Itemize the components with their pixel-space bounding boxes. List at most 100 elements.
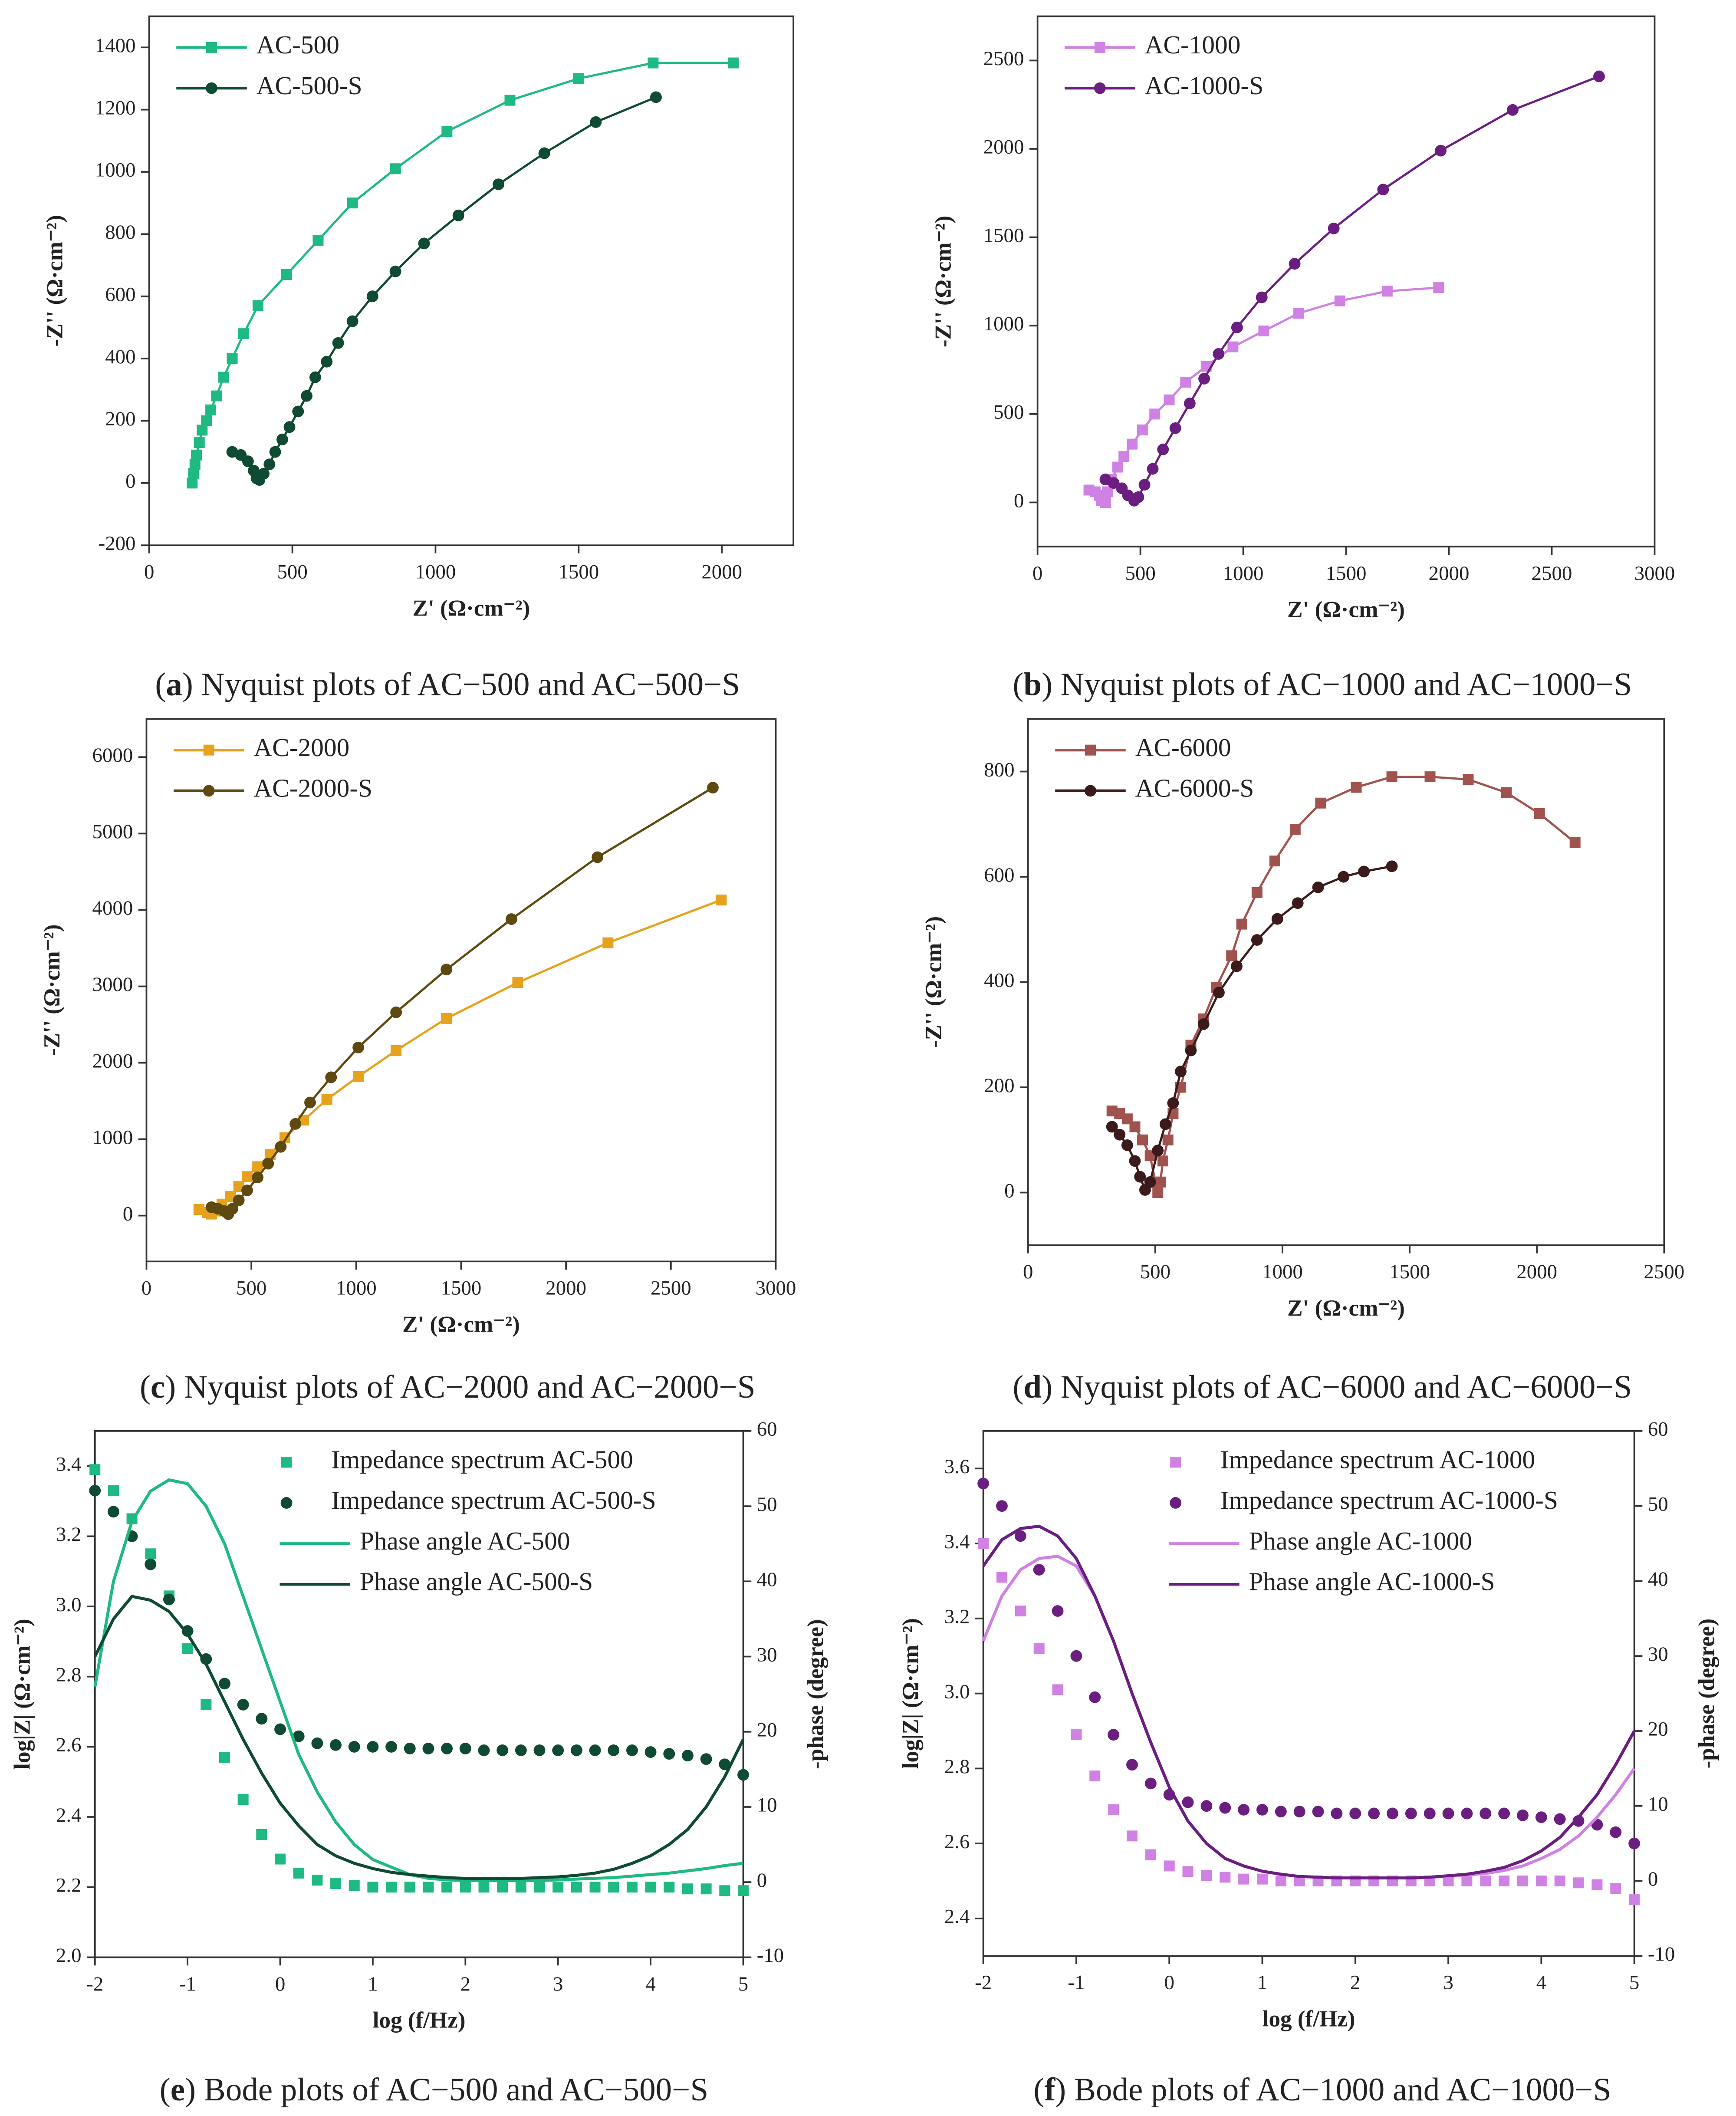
marker [352,1041,365,1053]
marker [418,237,430,250]
x-tick-label: 1500 [558,561,599,583]
y2-tick-label: 30 [757,1643,777,1666]
marker [1435,145,1447,157]
marker [441,1742,453,1754]
marker [1126,1759,1138,1771]
marker [366,290,378,303]
y2-tick-label: -10 [1648,1943,1675,1965]
y2-tick-label: 20 [757,1718,777,1741]
plot-frame [148,15,794,546]
marker [1610,1826,1622,1838]
marker [205,404,217,415]
marker [1554,1875,1565,1886]
marker [219,1752,230,1763]
caption: (e) Bode plots of AC−500 and AC−500−S [160,2072,708,2108]
caption-part: ( [1013,1369,1023,1405]
marker [1569,837,1581,848]
marker [237,1794,249,1805]
marker [187,477,198,489]
y-tick-label: 2000 [92,1050,133,1072]
marker [1071,1729,1082,1741]
marker [1213,348,1225,360]
marker [163,1593,175,1606]
y2-tick-label: -10 [757,1944,784,1967]
marker [385,1741,398,1753]
caption-part: ) Bode plots of AC−1000 and AC−1000−S [1055,2072,1611,2108]
legend-label: AC-500-S [256,71,362,100]
marker [626,1744,638,1756]
marker [256,1713,268,1725]
caption: (f) Bode plots of AC−1000 and AC−1000−S [1033,2072,1611,2108]
marker [441,1013,452,1024]
legend-label: Impedance spectrum AC-500-S [331,1486,656,1514]
marker [1121,1139,1133,1151]
marker [281,269,292,280]
x-tick-label: 5 [1629,1971,1639,1994]
y-axis-title: -Z'' (Ω·cm⁻²) [930,216,956,347]
x-axis-title: Z' (Ω·cm⁻²) [402,1312,520,1337]
marker [1387,1807,1398,1820]
marker [218,372,229,383]
y-tick-label: 600 [105,283,135,306]
marker [1424,771,1436,783]
series-line [1111,865,1392,1192]
marker [1185,1044,1197,1056]
marker [1231,321,1243,333]
marker [1312,1806,1324,1818]
marker [707,782,719,794]
marker [1293,1806,1305,1818]
y-tick-label: 200 [105,408,135,430]
marker [256,1829,267,1840]
x-tick-label: -2 [86,1973,103,1995]
marker [194,437,205,448]
marker [349,1880,360,1891]
marker [1554,1813,1566,1825]
marker [589,1882,601,1893]
y-tick-label: 2000 [983,136,1024,158]
marker [367,1741,379,1753]
marker [512,977,523,988]
marker [1213,987,1225,999]
marker [1334,295,1345,306]
marker [89,1464,101,1475]
y2-tick-label: 10 [757,1794,777,1817]
x-tick-label: 0 [275,1973,285,1995]
marker [996,1500,1008,1512]
marker [1226,950,1237,961]
marker [1147,463,1159,475]
marker [201,1699,212,1710]
marker [269,446,281,458]
marker [1138,479,1151,491]
marker [1157,443,1169,455]
y-tick-label: 1200 [95,96,136,119]
marker [188,468,199,479]
marker [252,1172,264,1184]
marker [1312,881,1324,893]
marker [1480,1875,1491,1886]
legend-label: AC-500 [256,30,339,59]
marker [441,1882,453,1893]
legend-marker [1094,42,1105,53]
x-tick-label: 2 [1350,1971,1360,1994]
x-tick-label: 1 [1257,1971,1267,1994]
marker [89,1484,101,1497]
y-tick-label: 2.4 [944,1905,970,1928]
legend-label: AC-2000 [253,733,349,762]
y-tick-label: 0 [125,470,135,493]
marker [1014,1530,1026,1542]
y2-tick-label: 60 [757,1418,777,1441]
y-tick-label: 3.4 [944,1530,970,1553]
marker [353,1071,364,1082]
y-tick-label: 3.0 [944,1680,970,1703]
marker [552,1744,564,1756]
y-tick-label: 400 [984,969,1014,991]
marker [1256,1803,1268,1816]
chart-panel: 0 500 1000 1500 2000 -200 0 200 400 600 800 1000 120… [42,15,794,703]
caption-part: f [1044,2072,1055,2108]
x-tick-label: -1 [1068,1971,1085,1994]
marker [644,1746,657,1758]
marker [1152,1145,1164,1156]
marker [1197,1018,1210,1030]
x-tick-label: -1 [179,1973,196,1995]
